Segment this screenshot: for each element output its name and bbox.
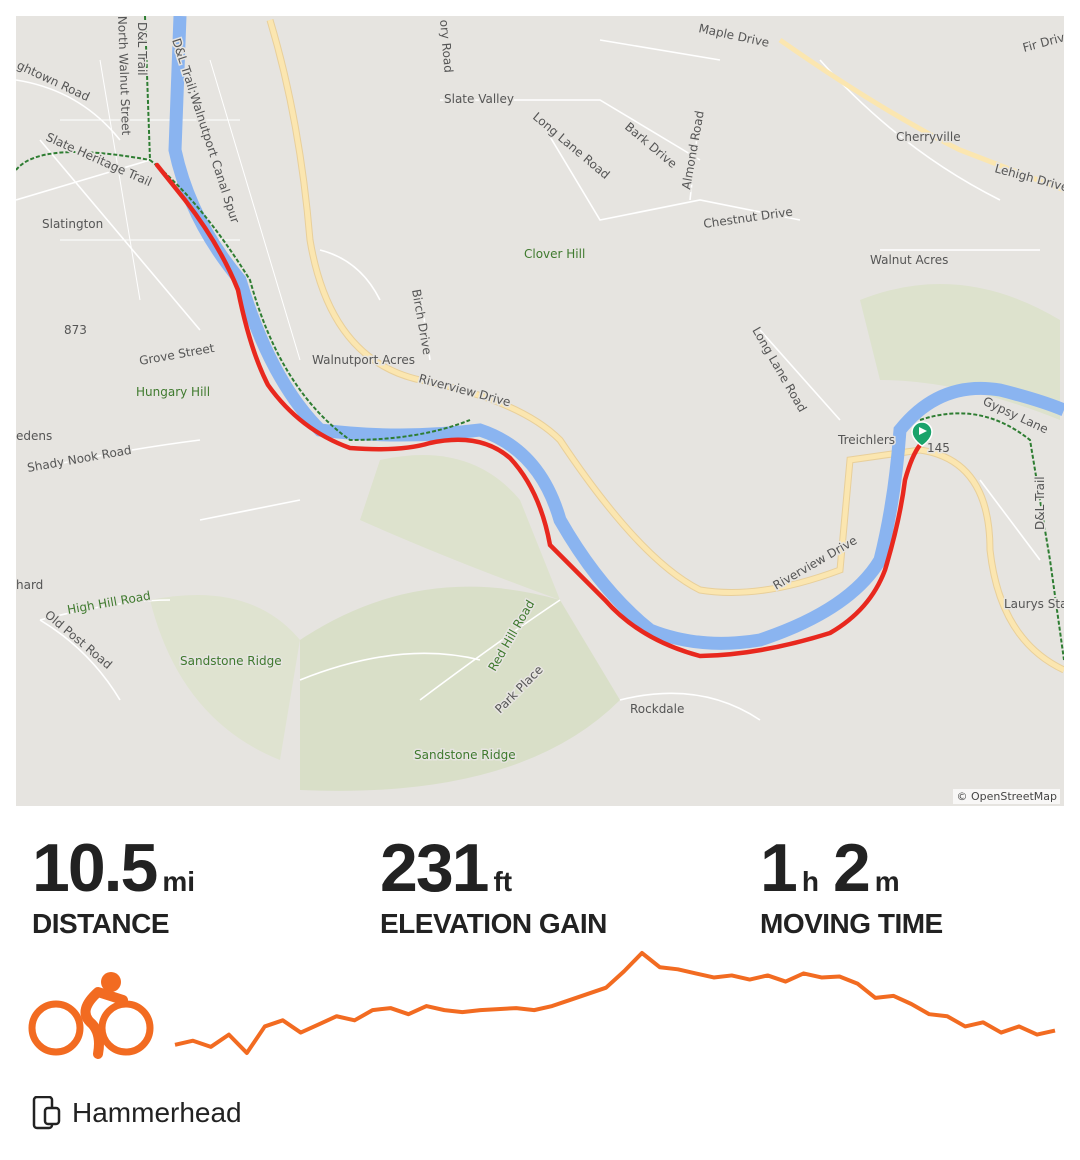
minutes-value: 2 [832,830,871,906]
map-label: Slatington [42,217,103,231]
map-label: Walnutport Acres [312,353,415,367]
map-label: Birch Drive [409,288,434,356]
map-label: Rockdale [630,702,684,716]
map-label: Old Post Road [42,608,115,672]
map-label: hard [16,578,43,592]
distance-unit: mi [162,866,196,897]
route-map[interactable]: Slatington Slate Heritage Trail D&L Trail D… [16,16,1064,806]
map-label: Long Lane Road [749,325,809,415]
map-label: D&L Trail [135,22,149,76]
map-label: D&L Trail [1033,476,1047,530]
elevation-value: 231 [380,830,489,906]
device-name: Hammerhead [72,1097,242,1128]
map-label: Riverview Drive [771,533,860,592]
map-label: High Hill Road [66,589,152,617]
map-label: 873 [64,323,87,337]
elevation-unit: ft [493,866,513,897]
map-label: Sandstone Ridge [414,748,516,762]
route-line [154,162,923,659]
map-label: Slate Valley [444,92,514,106]
start-marker[interactable] [911,421,933,447]
minutes-unit: m [874,866,900,897]
stat-distance: 10.5 mi DISTANCE [32,828,209,940]
map-canvas: Slatington Slate Heritage Trail D&L Trail D… [16,16,1064,791]
map-label: edens [16,429,52,443]
map-label: Cherryville [896,130,961,144]
map-label: North Walnut Street [115,16,133,136]
elevation-label: ELEVATION GAIN [380,908,607,939]
map-label: Maple Drive [697,21,770,50]
distance-label: DISTANCE [32,908,170,939]
elevation-profile [174,951,1056,1055]
map-label: Bark Drive [622,120,679,171]
map-label: Walnut Acres [870,253,948,267]
hours-value: 1 [760,830,798,906]
map-label: Slate Heritage Trail [44,130,154,189]
stat-elevation-gain: 231 ft ELEVATION GAIN [380,828,607,940]
map-label: Hungary Hill [136,385,210,399]
map-label: Grove Street [138,341,216,368]
trail [16,16,1064,661]
map-label: ory Road [437,19,456,73]
device-icon [32,1096,61,1130]
lehigh-river [168,16,1064,650]
wooded-areas [150,284,1060,791]
map-label: Laurys Station [1004,597,1064,611]
map-label: Chestnut Drive [702,205,793,231]
map-label: Fir Drive [1021,28,1064,54]
map-label: 145 [927,441,950,455]
hours-unit: h [801,866,819,897]
map-label: Riverview Drive [417,371,512,409]
distance-value: 10.5 [32,830,158,906]
elevation-line [174,951,1056,1055]
map-label: Shady Nook Road [26,443,132,475]
major-road-2 [778,37,1064,193]
cycling-icon [28,972,154,1059]
map-label: Lehigh Drive [993,161,1064,194]
device-info: Hammerhead [32,1096,242,1130]
map-label: Sandstone Ridge [180,654,282,668]
map-label: ghtown Road [16,58,92,104]
moving-time-label: MOVING TIME [760,908,943,939]
map-attribution[interactable]: © OpenStreetMap [953,789,1060,804]
streets [16,39,1041,721]
map-label: Treichlers [837,433,895,447]
map-label: Clover Hill [524,247,585,261]
